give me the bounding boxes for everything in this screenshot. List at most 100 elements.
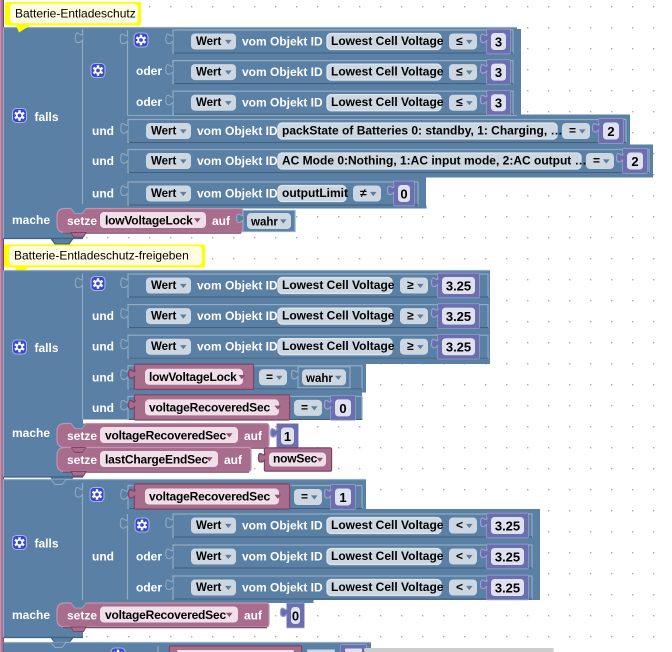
svg-text:falls: falls	[35, 341, 59, 355]
svg-text:3: 3	[495, 96, 502, 111]
svg-text:vom Objekt ID: vom Objekt ID	[242, 519, 323, 533]
svg-text:auf: auf	[224, 453, 243, 467]
svg-text:=: =	[301, 490, 308, 504]
svg-text:vom Objekt ID: vom Objekt ID	[197, 309, 278, 323]
svg-text:und: und	[92, 340, 114, 354]
svg-text:mache: mache	[12, 608, 50, 622]
svg-text:mache: mache	[12, 426, 50, 440]
svg-text:0: 0	[400, 187, 407, 202]
svg-text:falls: falls	[35, 537, 59, 551]
svg-text:Lowest Cell Voltage: Lowest Cell Voltage	[282, 278, 395, 292]
svg-text:3.25: 3.25	[495, 581, 520, 596]
svg-text:=: =	[569, 124, 576, 138]
svg-text:voltageRecoveredSec: voltageRecoveredSec	[149, 400, 270, 414]
svg-text:=: =	[593, 154, 600, 168]
svg-text:und: und	[92, 154, 114, 168]
svg-text:2: 2	[631, 154, 638, 169]
svg-text:vom Objekt ID: vom Objekt ID	[242, 96, 323, 110]
svg-text:≤: ≤	[456, 95, 463, 109]
svg-text:Wert: Wert	[151, 156, 177, 168]
svg-text:2: 2	[607, 124, 614, 139]
svg-text:Lowest Cell Voltage: Lowest Cell Voltage	[331, 580, 444, 594]
svg-text:oder: oder	[136, 64, 162, 78]
svg-text:voltageRecoveredSec: voltageRecoveredSec	[149, 490, 270, 504]
svg-text:0: 0	[292, 609, 299, 624]
svg-text:3: 3	[495, 35, 502, 50]
svg-text:und: und	[92, 187, 114, 201]
svg-text:wahr: wahr	[305, 373, 333, 385]
svg-text:und: und	[92, 370, 114, 384]
svg-text:Wert: Wert	[196, 67, 222, 79]
svg-text:≥: ≥	[407, 309, 414, 323]
svg-text:3.25: 3.25	[495, 519, 520, 534]
svg-text:setze: setze	[67, 608, 97, 622]
svg-text:=: =	[301, 400, 308, 414]
svg-text:Lowest Cell Voltage: Lowest Cell Voltage	[331, 95, 444, 109]
svg-text:auf: auf	[212, 214, 231, 228]
svg-text:vom Objekt ID: vom Objekt ID	[242, 581, 323, 595]
svg-text:<: <	[456, 580, 463, 594]
svg-text:Wert: Wert	[196, 582, 222, 594]
svg-text:=: =	[266, 370, 273, 384]
svg-text:falls: falls	[35, 110, 59, 124]
svg-text:packState of Batteries 0: stan: packState of Batteries 0: standby, 1: Ch…	[282, 124, 563, 138]
svg-text:oder: oder	[136, 550, 162, 564]
svg-text:<: <	[456, 518, 463, 532]
svg-text:3.25: 3.25	[446, 340, 471, 355]
svg-text:lastChargeEndSec: lastChargeEndSec	[105, 452, 208, 466]
svg-text:Wert: Wert	[151, 188, 177, 200]
svg-text:vom Objekt ID: vom Objekt ID	[197, 279, 278, 293]
svg-text:setze: setze	[67, 453, 97, 467]
svg-text:Wert: Wert	[151, 126, 177, 138]
svg-text:auf: auf	[244, 608, 263, 622]
svg-text:setze: setze	[67, 429, 97, 443]
svg-text:oder: oder	[136, 581, 162, 595]
svg-text:outputLimit: outputLimit	[282, 186, 348, 200]
svg-text:und: und	[92, 124, 114, 138]
svg-text:nowSec: nowSec	[273, 452, 318, 466]
svg-text:Wert: Wert	[196, 551, 222, 563]
svg-text:und: und	[92, 309, 114, 323]
svg-text:Batterie-Entladeschutz-freigeb: Batterie-Entladeschutz-freigeben	[14, 249, 189, 263]
svg-text:vom Objekt ID: vom Objekt ID	[197, 124, 278, 138]
svg-text:≤: ≤	[456, 34, 463, 48]
svg-text:vom Objekt ID: vom Objekt ID	[242, 35, 323, 49]
svg-text:mache: mache	[12, 213, 50, 227]
svg-text:vom Objekt ID: vom Objekt ID	[197, 187, 278, 201]
svg-text:≤: ≤	[456, 65, 463, 79]
svg-text:3: 3	[495, 65, 502, 80]
svg-text:1: 1	[339, 490, 346, 505]
svg-text:vom Objekt ID: vom Objekt ID	[197, 340, 278, 354]
svg-text:oder: oder	[136, 95, 162, 109]
svg-text:vom Objekt ID: vom Objekt ID	[197, 154, 278, 168]
svg-text:Wert: Wert	[196, 36, 222, 48]
svg-text:vom Objekt ID: vom Objekt ID	[242, 65, 323, 79]
svg-text:Lowest Cell Voltage: Lowest Cell Voltage	[331, 34, 444, 48]
svg-text:≠: ≠	[360, 186, 367, 200]
svg-text:Wert: Wert	[151, 280, 177, 292]
svg-text:Lowest Cell Voltage: Lowest Cell Voltage	[331, 549, 444, 563]
svg-text:wahr: wahr	[250, 217, 278, 229]
svg-text:lowVoltageLock: lowVoltageLock	[105, 213, 193, 227]
svg-text:Wert: Wert	[196, 520, 222, 532]
svg-text:Wert: Wert	[196, 97, 222, 109]
svg-text:Lowest Cell Voltage: Lowest Cell Voltage	[331, 518, 444, 532]
svg-text:3.25: 3.25	[495, 550, 520, 565]
svg-text:voltageRecoveredSec: voltageRecoveredSec	[105, 428, 226, 442]
svg-text:und: und	[92, 401, 114, 415]
svg-text:Lowest Cell Voltage: Lowest Cell Voltage	[331, 65, 444, 79]
svg-text:≥: ≥	[407, 339, 414, 353]
svg-text:<: <	[456, 549, 463, 563]
svg-text:1: 1	[284, 429, 291, 444]
svg-text:auf: auf	[244, 429, 263, 443]
svg-text:voltageRecoveredSec: voltageRecoveredSec	[105, 608, 226, 622]
svg-text:setze: setze	[67, 214, 97, 228]
svg-text:≥: ≥	[407, 278, 414, 292]
svg-text:AC Mode 0:Nothing, 1:AC input: AC Mode 0:Nothing, 1:AC input mode, 2:AC…	[282, 154, 587, 168]
svg-text:und: und	[92, 550, 114, 564]
svg-text:0: 0	[339, 401, 346, 416]
svg-text:Wert: Wert	[151, 311, 177, 323]
svg-text:3.25: 3.25	[446, 279, 471, 294]
svg-text:Wert: Wert	[151, 341, 177, 353]
svg-text:vom Objekt ID: vom Objekt ID	[242, 550, 323, 564]
